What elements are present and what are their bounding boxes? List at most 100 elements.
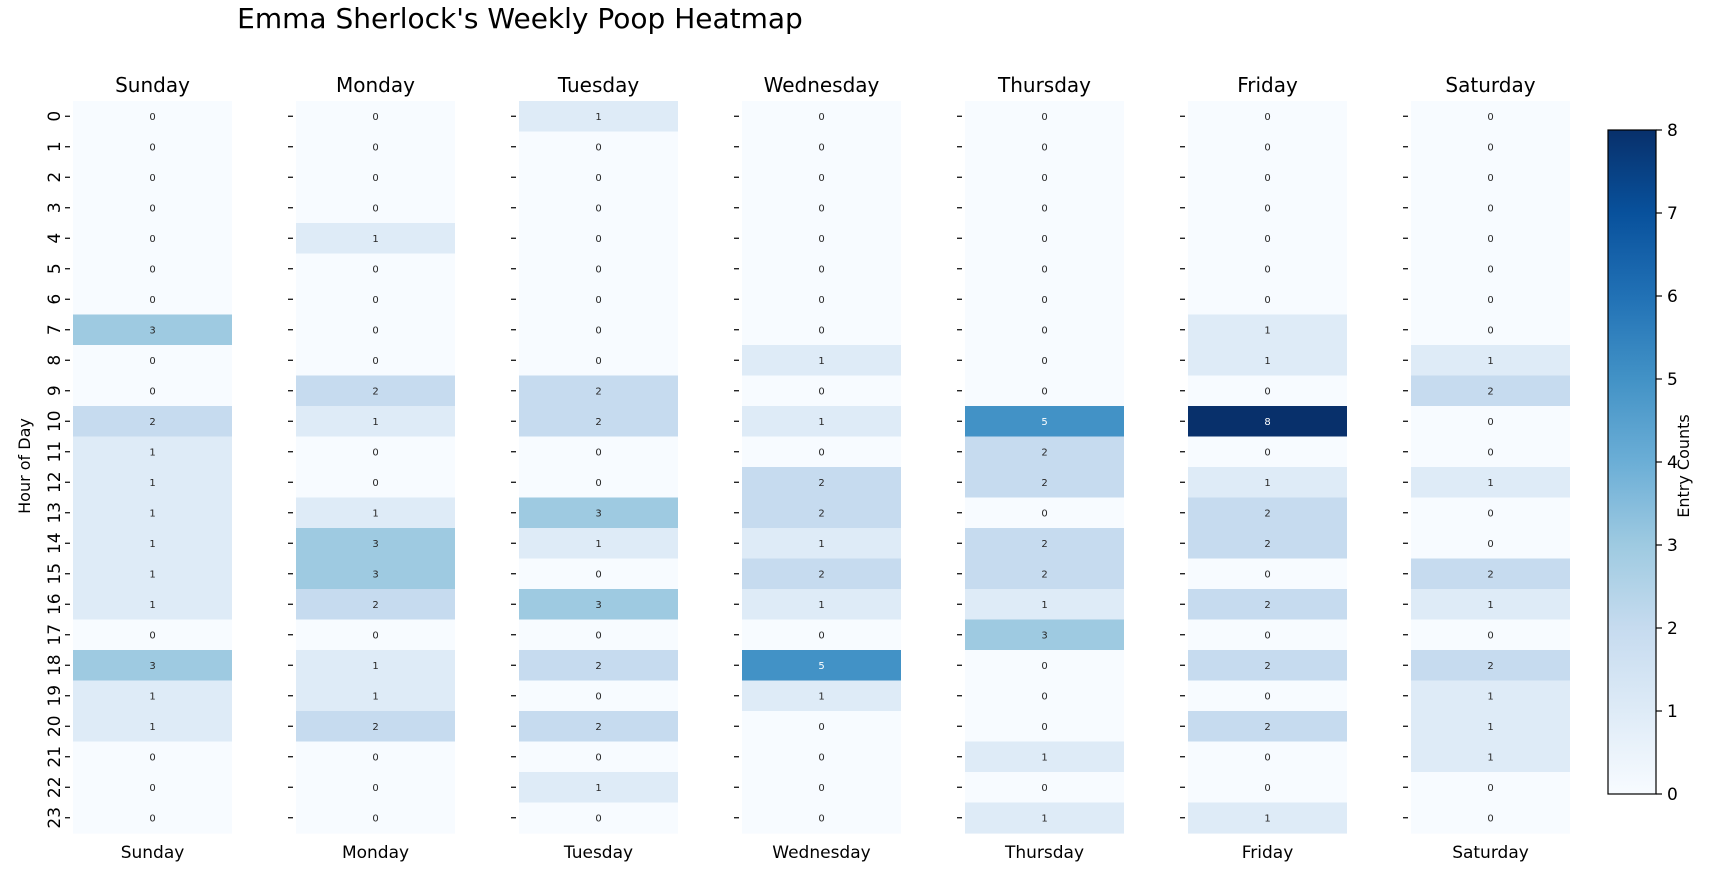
cell-value-label: 0 bbox=[1041, 295, 1047, 306]
heatmap-cell bbox=[965, 375, 1124, 407]
heatmap-cell bbox=[296, 192, 455, 224]
cell-value-label: 3 bbox=[372, 569, 378, 580]
cell-value-label: 0 bbox=[1264, 386, 1270, 397]
heatmap-cell bbox=[73, 101, 232, 133]
heatmap-cell bbox=[519, 284, 678, 316]
cell-value-label: 0 bbox=[818, 203, 824, 214]
heatmap-cell bbox=[519, 650, 678, 682]
day-panel-title: Monday bbox=[336, 73, 415, 97]
heatmap-cell bbox=[296, 619, 455, 651]
hour-tick-label: 14 bbox=[45, 532, 65, 554]
heatmap-cell bbox=[1188, 772, 1347, 804]
cell-value-label: 0 bbox=[1487, 325, 1493, 336]
heatmap-cell bbox=[1188, 711, 1347, 743]
cell-value-label: 0 bbox=[1041, 386, 1047, 397]
heatmap-cell bbox=[965, 101, 1124, 133]
cell-value-label: 0 bbox=[595, 630, 601, 641]
heatmap-cell bbox=[1188, 345, 1347, 377]
hour-tick-label: 9 bbox=[45, 385, 65, 396]
heatmap-cell bbox=[1411, 772, 1570, 804]
cell-value-label: 0 bbox=[1041, 173, 1047, 184]
heatmap-cell bbox=[296, 314, 455, 346]
heatmap-cell bbox=[1411, 467, 1570, 499]
cell-value-label: 1 bbox=[1487, 478, 1493, 489]
heatmap-cell bbox=[742, 619, 901, 651]
heatmap-cell bbox=[1411, 223, 1570, 255]
heatmap-cell bbox=[965, 528, 1124, 560]
heatmap-cell bbox=[519, 497, 678, 529]
heatmap-cell bbox=[296, 131, 455, 163]
cell-value-label: 0 bbox=[595, 325, 601, 336]
cell-value-label: 1 bbox=[149, 600, 155, 611]
heatmap-cell bbox=[1188, 436, 1347, 468]
heatmap-cell bbox=[73, 345, 232, 377]
cell-value-label: 1 bbox=[372, 508, 378, 519]
heatmap-cell bbox=[742, 772, 901, 804]
cell-value-label: 2 bbox=[1041, 447, 1047, 458]
cell-value-label: 3 bbox=[149, 661, 155, 672]
cell-value-label: 0 bbox=[1041, 783, 1047, 794]
cell-value-label: 0 bbox=[149, 203, 155, 214]
heatmap-cell bbox=[519, 436, 678, 468]
cell-value-label: 2 bbox=[1041, 569, 1047, 580]
heatmap-cell bbox=[519, 772, 678, 804]
heatmap-cell bbox=[296, 741, 455, 773]
cell-value-label: 0 bbox=[1487, 173, 1493, 184]
cell-value-label: 1 bbox=[1041, 600, 1047, 611]
heatmap-cell bbox=[73, 131, 232, 163]
heatmap-cell bbox=[519, 406, 678, 438]
heatmap-cell bbox=[965, 162, 1124, 194]
day-panels: SundaySunday0001020304050637080921011111… bbox=[45, 73, 1570, 863]
cell-value-label: 0 bbox=[1264, 630, 1270, 641]
heatmap-cell bbox=[519, 131, 678, 163]
cell-value-label: 0 bbox=[372, 142, 378, 153]
cell-value-label: 1 bbox=[595, 112, 601, 123]
hour-tick-label: 10 bbox=[45, 410, 65, 432]
cell-value-label: 0 bbox=[372, 630, 378, 641]
cell-value-label: 2 bbox=[595, 386, 601, 397]
cell-value-label: 1 bbox=[149, 569, 155, 580]
cell-value-label: 1 bbox=[818, 691, 824, 702]
cell-value-label: 1 bbox=[1487, 356, 1493, 367]
cell-value-label: 0 bbox=[1487, 447, 1493, 458]
heatmap-cell bbox=[965, 772, 1124, 804]
heatmap-cell bbox=[742, 314, 901, 346]
heatmap-cell bbox=[1411, 101, 1570, 133]
day-panel-saturday: Saturday Saturday 0 0 0 0 0 0 0 0 1 2 0 0 1 0 0 2 1 0 2 1 1 1 0 0 bbox=[1403, 73, 1570, 863]
cell-value-label: 0 bbox=[595, 478, 601, 489]
cell-value-label: 1 bbox=[1487, 722, 1493, 733]
heatmap-cell bbox=[1188, 314, 1347, 346]
cell-value-label: 0 bbox=[372, 173, 378, 184]
heatmap-cell bbox=[73, 375, 232, 407]
cell-value-label: 0 bbox=[818, 325, 824, 336]
heatmap-cell bbox=[1411, 497, 1570, 529]
colorbar-tick-label: 1 bbox=[1667, 702, 1678, 722]
day-panel-tuesday: Tuesday Tuesday 1 0 0 0 0 0 0 0 0 2 2 0 0 3 1 0 3 0 2 0 2 0 1 0 bbox=[511, 73, 678, 863]
day-panel-title: Tuesday bbox=[557, 73, 640, 97]
cell-value-label: 0 bbox=[1264, 234, 1270, 245]
heatmap-cell bbox=[1188, 741, 1347, 773]
heatmap-cell bbox=[73, 497, 232, 529]
heatmap-cell bbox=[1188, 131, 1347, 163]
heatmap-cell bbox=[519, 467, 678, 499]
heatmap-cell bbox=[73, 528, 232, 560]
cell-value-label: 0 bbox=[595, 295, 601, 306]
heatmap-cell bbox=[296, 162, 455, 194]
heatmap-cell bbox=[965, 589, 1124, 621]
chart-title: Emma Sherlock's Weekly Poop Heatmap bbox=[237, 2, 803, 35]
cell-value-label: 0 bbox=[149, 630, 155, 641]
cell-value-label: 0 bbox=[595, 173, 601, 184]
cell-value-label: 0 bbox=[1264, 295, 1270, 306]
cell-value-label: 0 bbox=[595, 447, 601, 458]
heatmap-cell bbox=[1188, 619, 1347, 651]
cell-value-label: 2 bbox=[818, 508, 824, 519]
heatmap-cell bbox=[73, 741, 232, 773]
colorbar-tick-label: 3 bbox=[1667, 536, 1678, 556]
heatmap-cell bbox=[742, 101, 901, 133]
cell-value-label: 1 bbox=[149, 722, 155, 733]
cell-value-label: 0 bbox=[1041, 325, 1047, 336]
cell-value-label: 0 bbox=[595, 203, 601, 214]
cell-value-label: 0 bbox=[1041, 264, 1047, 275]
heatmap-cell bbox=[1411, 436, 1570, 468]
cell-value-label: 0 bbox=[818, 386, 824, 397]
